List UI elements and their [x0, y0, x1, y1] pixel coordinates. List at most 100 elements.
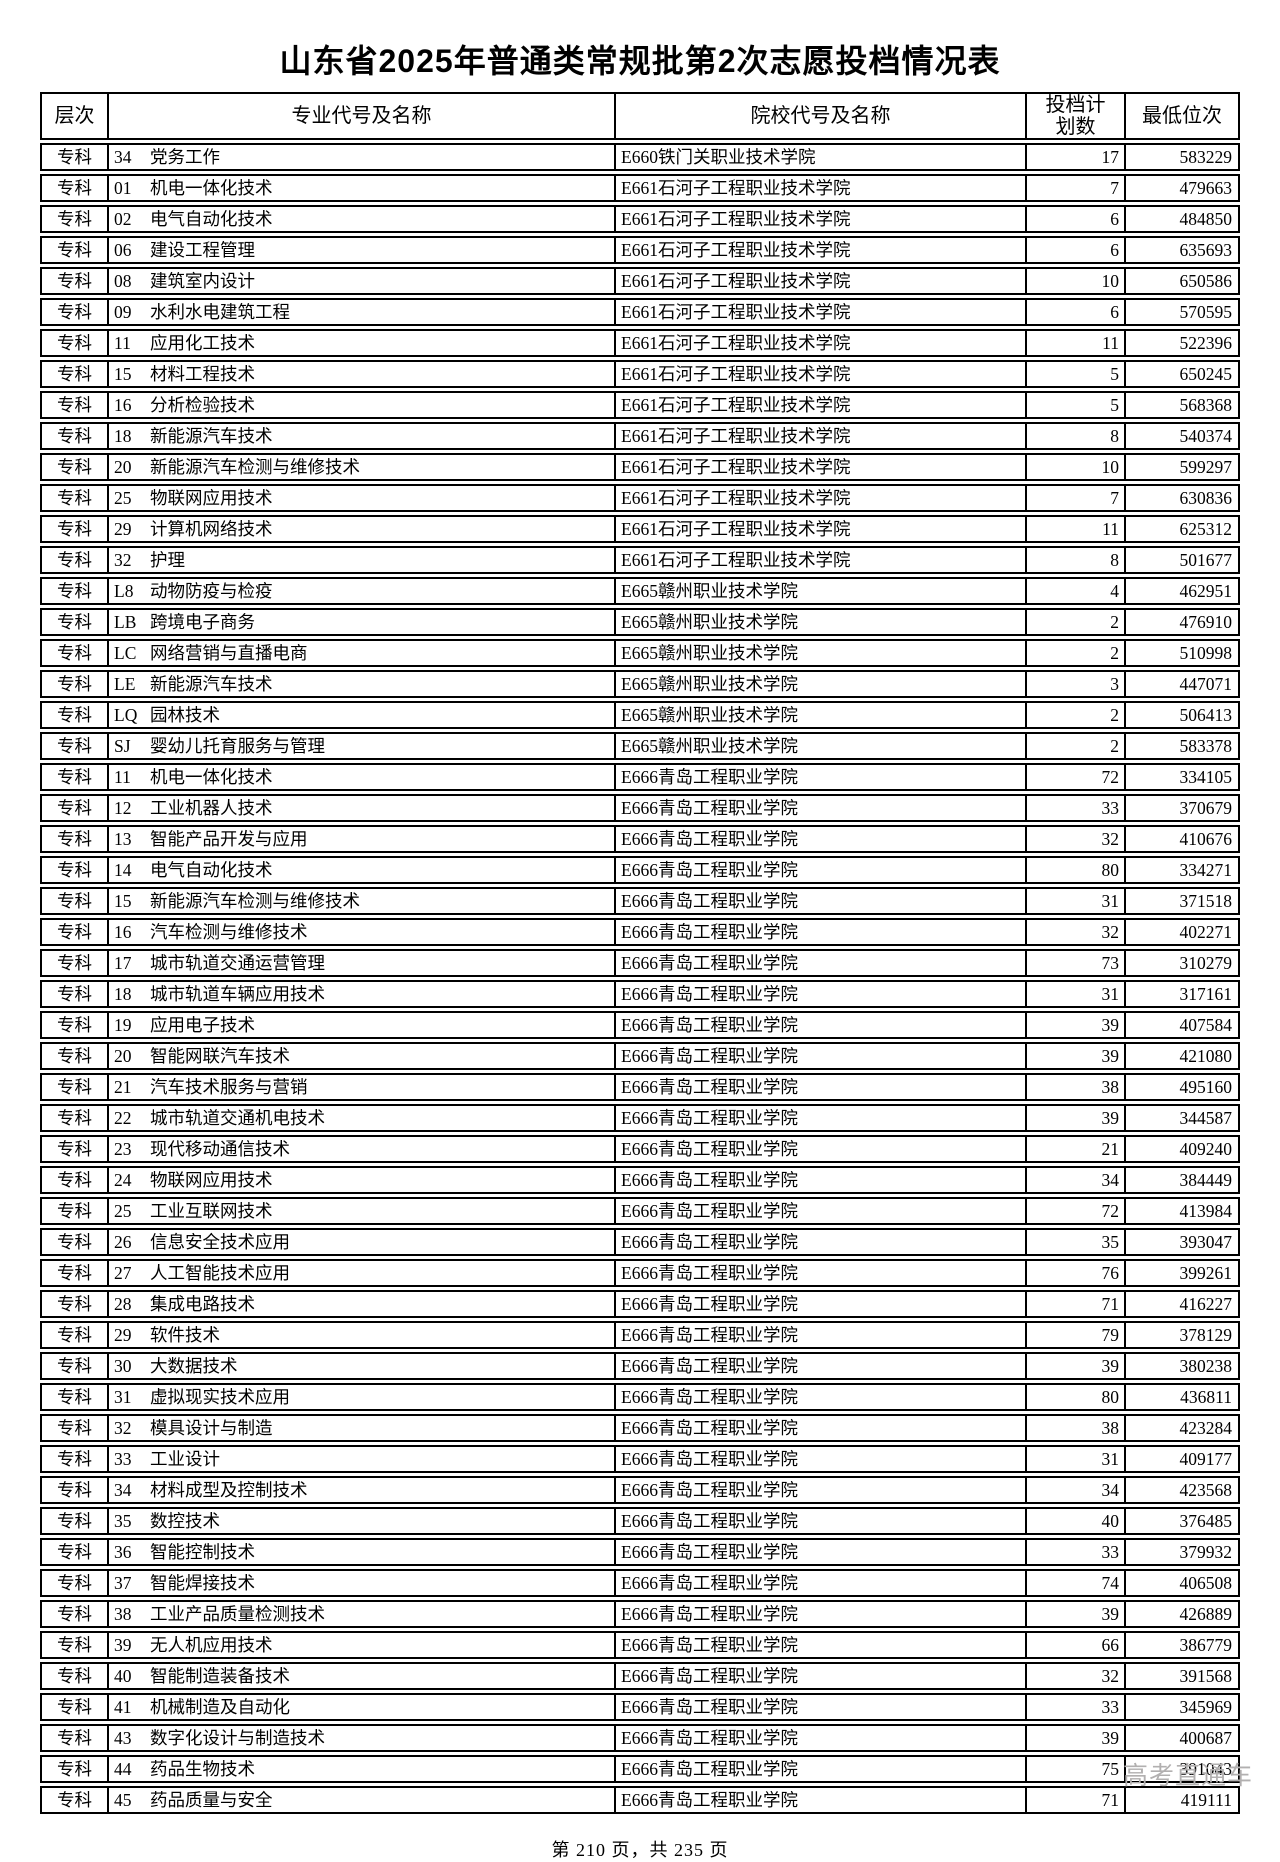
major-code: 16	[114, 922, 132, 942]
major-cell: 22 城市轨道交通机电技术	[107, 1104, 614, 1132]
plan-cell: 4	[1025, 577, 1124, 605]
table-row: 专科 22 城市轨道交通机电技术 E666青岛工程职业学院 39 344587	[40, 1104, 1240, 1132]
table-row: 专科 19 应用电子技术 E666青岛工程职业学院 39 407584	[40, 1011, 1240, 1039]
major-code: 43	[114, 1728, 132, 1748]
major-name: 药品质量与安全	[150, 1790, 273, 1810]
plan-cell: 7	[1025, 174, 1124, 202]
major-code: 27	[114, 1263, 132, 1283]
rank-cell: 386779	[1124, 1631, 1240, 1659]
major-name: 工业机器人技术	[150, 798, 273, 818]
plan-cell: 2	[1025, 732, 1124, 760]
major-code: 34	[114, 1480, 132, 1500]
college-cell: E666青岛工程职业学院	[614, 1197, 1025, 1225]
major-code: 16	[114, 395, 132, 415]
rank-cell: 416227	[1124, 1290, 1240, 1318]
major-name: 城市轨道交通运营管理	[150, 953, 325, 973]
major-name: 物联网应用技术	[150, 488, 273, 508]
major-code: 24	[114, 1170, 132, 1190]
table-row: 专科 11 机电一体化技术 E666青岛工程职业学院 72 334105	[40, 763, 1240, 791]
rank-cell: 334105	[1124, 763, 1240, 791]
level-cell: 专科	[40, 608, 107, 636]
plan-cell: 31	[1025, 887, 1124, 915]
table-row: 专科 34 材料成型及控制技术 E666青岛工程职业学院 34 423568	[40, 1476, 1240, 1504]
major-code: LQ	[114, 705, 138, 725]
major-code: 33	[114, 1449, 132, 1469]
college-cell: E666青岛工程职业学院	[614, 1352, 1025, 1380]
table-row: 专科 LC 网络营销与直播电商 E665赣州职业技术学院 2 510998	[40, 639, 1240, 667]
table-row: 专科 17 城市轨道交通运营管理 E666青岛工程职业学院 73 310279	[40, 949, 1240, 977]
plan-cell: 79	[1025, 1321, 1124, 1349]
level-cell: 专科	[40, 205, 107, 233]
level-cell: 专科	[40, 1538, 107, 1566]
major-code: LB	[114, 612, 137, 632]
table-row: 专科 SJ 婴幼儿托育服务与管理 E665赣州职业技术学院 2 583378	[40, 732, 1240, 760]
level-cell: 专科	[40, 1352, 107, 1380]
plan-cell: 71	[1025, 1290, 1124, 1318]
table-row: 专科 18 新能源汽车技术 E661石河子工程职业技术学院 8 540374	[40, 422, 1240, 450]
major-code: 37	[114, 1573, 132, 1593]
major-name: 数字化设计与制造技术	[150, 1728, 325, 1748]
rank-cell: 423568	[1124, 1476, 1240, 1504]
major-cell: 11 机电一体化技术	[107, 763, 614, 791]
level-cell: 专科	[40, 763, 107, 791]
major-code: LE	[114, 674, 136, 694]
major-code: 44	[114, 1759, 132, 1779]
table-row: 专科 11 应用化工技术 E661石河子工程职业技术学院 11 522396	[40, 329, 1240, 357]
major-cell: 44 药品生物技术	[107, 1755, 614, 1783]
level-cell: 专科	[40, 298, 107, 326]
level-cell: 专科	[40, 329, 107, 357]
table-row: 专科 25 物联网应用技术 E661石河子工程职业技术学院 7 630836	[40, 484, 1240, 512]
level-cell: 专科	[40, 1135, 107, 1163]
table-row: 专科 32 模具设计与制造 E666青岛工程职业学院 38 423284	[40, 1414, 1240, 1442]
level-cell: 专科	[40, 825, 107, 853]
plan-cell: 80	[1025, 1383, 1124, 1411]
table-row: 专科 26 信息安全技术应用 E666青岛工程职业学院 35 393047	[40, 1228, 1240, 1256]
rank-cell: 476910	[1124, 608, 1240, 636]
level-cell: 专科	[40, 236, 107, 264]
major-name: 城市轨道车辆应用技术	[150, 984, 325, 1004]
level-cell: 专科	[40, 1476, 107, 1504]
major-cell: 34 材料成型及控制技术	[107, 1476, 614, 1504]
rank-cell: 583378	[1124, 732, 1240, 760]
major-code: SJ	[114, 736, 131, 756]
college-cell: E665赣州职业技术学院	[614, 577, 1025, 605]
major-name: 分析检验技术	[150, 395, 255, 415]
major-code: 11	[114, 333, 131, 353]
plan-cell: 34	[1025, 1166, 1124, 1194]
table-row: 专科 18 城市轨道车辆应用技术 E666青岛工程职业学院 31 317161	[40, 980, 1240, 1008]
plan-cell: 39	[1025, 1011, 1124, 1039]
table-row: 专科 LB 跨境电子商务 E665赣州职业技术学院 2 476910	[40, 608, 1240, 636]
level-cell: 专科	[40, 1600, 107, 1628]
college-cell: E666青岛工程职业学院	[614, 763, 1025, 791]
major-cell: L8 动物防疫与检疫	[107, 577, 614, 605]
table-row: 专科 35 数控技术 E666青岛工程职业学院 40 376485	[40, 1507, 1240, 1535]
level-cell: 专科	[40, 174, 107, 202]
plan-cell: 33	[1025, 1693, 1124, 1721]
major-code: 28	[114, 1294, 132, 1314]
major-name: 材料工程技术	[150, 364, 255, 384]
major-code: LC	[114, 643, 137, 663]
level-cell: 专科	[40, 546, 107, 574]
major-name: 汽车技术服务与营销	[150, 1077, 308, 1097]
rank-cell: 376485	[1124, 1507, 1240, 1535]
plan-cell: 39	[1025, 1042, 1124, 1070]
table-row: 专科 41 机械制造及自动化 E666青岛工程职业学院 33 345969	[40, 1693, 1240, 1721]
major-cell: 09 水利水电建筑工程	[107, 298, 614, 326]
level-cell: 专科	[40, 732, 107, 760]
major-code: 19	[114, 1015, 132, 1035]
level-cell: 专科	[40, 1507, 107, 1535]
major-cell: 32 护理	[107, 546, 614, 574]
plan-cell: 38	[1025, 1073, 1124, 1101]
level-cell: 专科	[40, 1724, 107, 1752]
level-cell: 专科	[40, 949, 107, 977]
plan-cell: 31	[1025, 1445, 1124, 1473]
plan-cell: 39	[1025, 1104, 1124, 1132]
level-cell: 专科	[40, 484, 107, 512]
header-plan: 投档计划数	[1025, 92, 1124, 140]
major-cell: 13 智能产品开发与应用	[107, 825, 614, 853]
major-name: 网络营销与直播电商	[150, 643, 308, 663]
college-cell: E661石河子工程职业技术学院	[614, 174, 1025, 202]
level-cell: 专科	[40, 918, 107, 946]
major-name: 汽车检测与维修技术	[150, 922, 308, 942]
major-name: 工业设计	[150, 1449, 220, 1469]
